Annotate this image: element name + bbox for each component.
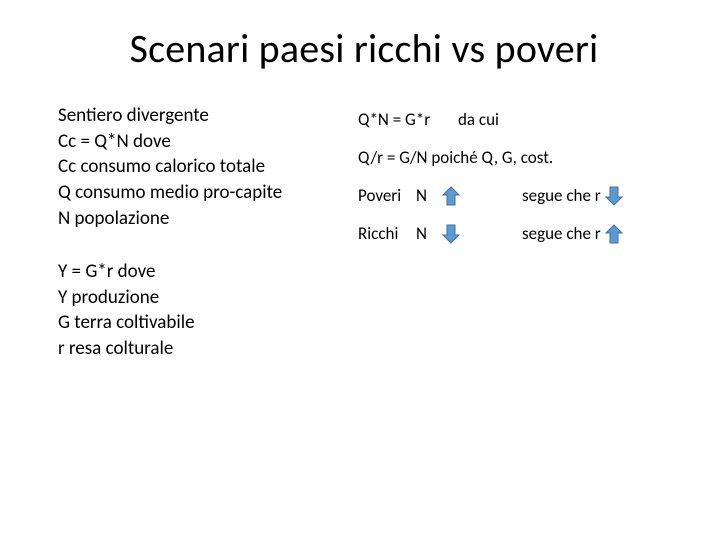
arrow-up-icon [605,224,623,244]
row-n: N [416,185,438,207]
equation-line-2: Q/r = G/N poiché Q, G, cost. [358,147,670,169]
text-line: Y = G*r dove [58,259,358,285]
row-segue: segue che r [522,223,601,245]
left-block-2: Y = G*r dove Y produzione G terra coltiv… [58,259,358,362]
text-line: r resa colturale [58,336,358,362]
text-line: Cc = Q*N dove [58,129,358,155]
arrow-down-icon [442,224,460,244]
equation-after: da cui [458,109,499,131]
slide-title: Scenari paesi ricchi vs poveri [58,24,670,73]
text-line: N popolazione [58,206,358,232]
text-line: Q consumo medio pro-capite [58,180,358,206]
row-ricchi: Ricchi N segue che r [358,223,670,245]
text-line: G terra coltivabile [58,310,358,336]
content-columns: Sentiero divergente Cc = Q*N dove Cc con… [58,103,670,390]
left-column: Sentiero divergente Cc = Q*N dove Cc con… [58,103,358,390]
equation-line-1: Q*N = G*r da cui [358,109,670,131]
right-column: Q*N = G*r da cui Q/r = G/N poiché Q, G, … [358,103,670,261]
text-line: Sentiero divergente [58,103,358,129]
text-line: Cc consumo calorico totale [58,154,358,180]
row-label: Poveri [358,185,416,207]
row-n: N [416,223,438,245]
left-block-1: Sentiero divergente Cc = Q*N dove Cc con… [58,103,358,231]
row-poveri: Poveri N segue che r [358,185,670,207]
equation-text: Q/r = G/N poiché Q, G, cost. [358,147,553,169]
row-segue: segue che r [522,185,601,207]
slide: Scenari paesi ricchi vs poveri Sentiero … [0,0,720,540]
equation-text: Q*N = G*r [358,109,458,131]
arrow-down-icon [605,186,623,206]
arrow-up-icon [442,186,460,206]
text-line: Y produzione [58,285,358,311]
row-label: Ricchi [358,223,416,245]
